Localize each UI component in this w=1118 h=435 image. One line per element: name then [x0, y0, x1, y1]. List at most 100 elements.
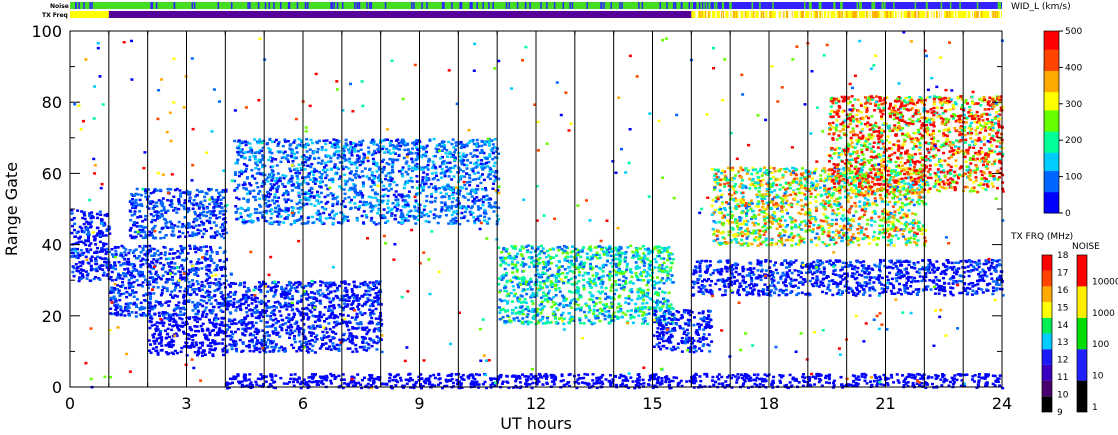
echo-cell	[283, 297, 287, 300]
echo-cell	[281, 318, 285, 322]
echo-cell	[155, 210, 159, 213]
echo-cell	[166, 332, 170, 336]
echo-cell	[433, 166, 437, 169]
echo-cell	[356, 154, 359, 157]
echo-cell	[791, 377, 795, 381]
echo-cell	[368, 206, 372, 209]
echo-cell	[285, 292, 289, 295]
echo-cell	[198, 214, 201, 217]
echo-cell	[471, 205, 474, 208]
echo-cell	[445, 384, 449, 388]
echo-cell	[150, 234, 154, 237]
echo-cell	[382, 158, 386, 162]
echo-cell	[214, 224, 218, 227]
echo-cell	[342, 332, 346, 336]
echo-cell	[145, 262, 149, 265]
echo-cell	[124, 286, 128, 290]
echo-cell	[410, 152, 414, 155]
echo-cell	[78, 278, 82, 281]
echo-cell	[382, 214, 386, 218]
echo-cell	[456, 212, 460, 216]
tx-strip-mark	[929, 11, 931, 18]
echo-cell	[149, 297, 152, 301]
echo-cell	[304, 198, 308, 202]
echo-cell	[252, 310, 256, 314]
echo-cell	[167, 278, 171, 281]
echo-cell	[132, 303, 136, 306]
echo-cell	[171, 257, 175, 260]
echo-cell	[129, 199, 133, 203]
echo-cell	[180, 204, 184, 207]
echo-cell	[211, 339, 215, 342]
echo-cell	[311, 141, 314, 145]
echo-cell	[461, 170, 465, 173]
echo-cell	[460, 205, 464, 208]
echo-cell	[312, 173, 316, 176]
echo-cell	[201, 351, 205, 354]
echo-cell	[324, 154, 328, 157]
echo-cell	[261, 194, 265, 197]
echo-cell	[91, 215, 94, 218]
echo-cell	[149, 202, 153, 205]
echo-cell	[193, 325, 197, 328]
echo-cell	[188, 316, 192, 319]
echo-cell	[258, 189, 262, 193]
echo-cell	[365, 326, 369, 329]
echo-cell	[176, 295, 179, 298]
tx-strip-mark	[803, 11, 806, 18]
echo-cell	[218, 194, 222, 197]
echo-cell	[419, 168, 423, 171]
echo-cell	[239, 282, 242, 285]
echo-cell	[359, 148, 363, 151]
echo-cell	[286, 296, 290, 299]
echo-cell	[918, 384, 921, 387]
echo-cell	[241, 383, 244, 387]
echo-cell	[144, 191, 148, 195]
echo-cell	[348, 321, 352, 324]
echo-cell	[815, 372, 819, 376]
echo-cell	[211, 305, 215, 309]
echo-cell	[375, 335, 379, 338]
echo-cell	[242, 186, 246, 190]
echo-cell	[440, 167, 444, 171]
echo-cell	[220, 290, 223, 294]
echo-cell	[90, 211, 94, 214]
noise-strip-mark	[859, 2, 861, 9]
echo-cell	[261, 216, 265, 219]
echo-cell	[182, 332, 186, 335]
echo-cell	[270, 185, 274, 188]
echo-cell	[113, 286, 116, 290]
echo-cell	[242, 220, 246, 223]
echo-cell	[299, 349, 303, 352]
echo-cell	[341, 219, 345, 222]
echo-cell	[295, 202, 299, 206]
echo-cell	[264, 375, 268, 378]
echo-cell	[492, 182, 496, 185]
echo-cell	[261, 315, 265, 318]
echo-cell	[362, 348, 366, 351]
echo-cell	[203, 228, 206, 231]
echo-cell	[407, 151, 411, 155]
noise-strip-mark	[469, 2, 472, 9]
echo-cell	[186, 209, 190, 212]
echo-cell	[86, 272, 90, 276]
echo-cell	[182, 293, 186, 297]
echo-cell	[414, 166, 418, 169]
echo-cell	[801, 375, 805, 379]
echo-cell	[320, 337, 323, 340]
echo-cell	[280, 327, 284, 330]
echo-cell	[315, 212, 319, 215]
echo-cell	[224, 297, 228, 300]
echo-cell	[149, 316, 152, 319]
echo-cell	[295, 175, 299, 178]
echo-cell	[403, 205, 406, 209]
echo-cell	[181, 266, 185, 269]
echo-cell	[209, 271, 213, 274]
echo-cell	[242, 321, 246, 324]
echo-cell	[361, 282, 365, 285]
echo-cell	[165, 278, 169, 281]
echo-cell	[488, 144, 491, 147]
echo-cell	[460, 206, 464, 210]
echo-cell	[287, 160, 290, 163]
echo-cell	[984, 384, 987, 388]
